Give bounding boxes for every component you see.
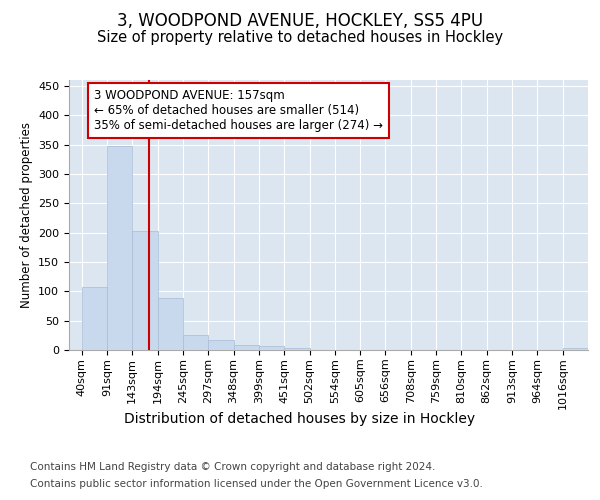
Text: 3, WOODPOND AVENUE, HOCKLEY, SS5 4PU: 3, WOODPOND AVENUE, HOCKLEY, SS5 4PU	[117, 12, 483, 30]
Bar	[563, 348, 588, 350]
Text: Distribution of detached houses by size in Hockley: Distribution of detached houses by size …	[124, 412, 476, 426]
Bar	[284, 348, 310, 350]
Y-axis label: Number of detached properties: Number of detached properties	[20, 122, 32, 308]
Text: Contains HM Land Registry data © Crown copyright and database right 2024.: Contains HM Land Registry data © Crown c…	[30, 462, 436, 472]
Bar	[82, 286, 107, 350]
Bar	[259, 346, 284, 350]
Bar	[183, 336, 208, 350]
Bar	[208, 340, 233, 350]
Bar	[158, 298, 183, 350]
Text: Contains public sector information licensed under the Open Government Licence v3: Contains public sector information licen…	[30, 479, 483, 489]
Text: 3 WOODPOND AVENUE: 157sqm
← 65% of detached houses are smaller (514)
35% of semi: 3 WOODPOND AVENUE: 157sqm ← 65% of detac…	[94, 89, 383, 132]
Bar	[233, 344, 259, 350]
Bar	[132, 231, 158, 350]
Bar	[107, 146, 132, 350]
Text: Size of property relative to detached houses in Hockley: Size of property relative to detached ho…	[97, 30, 503, 45]
